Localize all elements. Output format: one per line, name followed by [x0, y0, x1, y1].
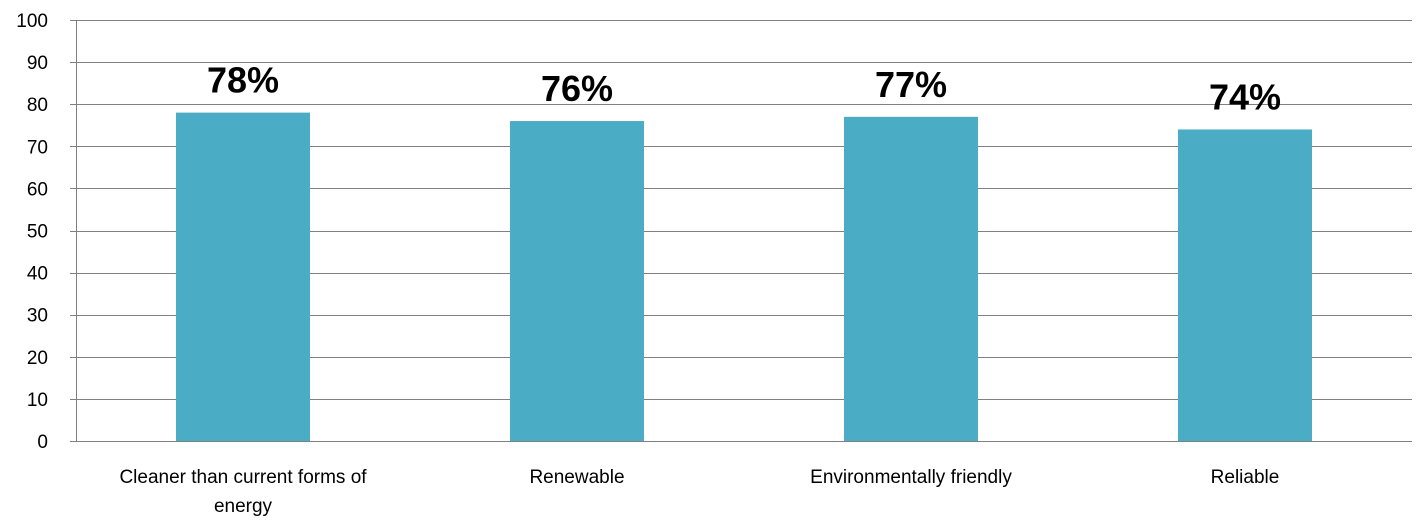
- bars: [176, 112, 1312, 442]
- y-tick-label: 30: [27, 306, 48, 327]
- category-label: Environmentally friendly: [810, 467, 1012, 488]
- category-label: Cleaner than current forms of: [119, 467, 367, 488]
- category-label: energy: [214, 496, 273, 517]
- y-tick-label: 90: [27, 53, 48, 74]
- y-tick-label: 0: [37, 432, 48, 453]
- axes: [70, 20, 1412, 442]
- y-tick-label: 70: [27, 137, 48, 158]
- bar: [510, 121, 644, 441]
- y-tick-label: 50: [27, 222, 48, 243]
- category-label: Renewable: [529, 467, 624, 488]
- category-label: Reliable: [1211, 467, 1280, 488]
- bar: [176, 112, 310, 442]
- y-tick-label: 10: [27, 390, 48, 411]
- y-tick-label: 100: [16, 11, 48, 32]
- bar: [844, 116, 978, 441]
- data-label: 78%: [207, 60, 279, 101]
- data-label: 74%: [1209, 76, 1281, 117]
- bar: [1178, 129, 1312, 441]
- data-label: 76%: [541, 68, 613, 109]
- labels: 0 10 20 30 40 50 60 70 80 90 100 78% Cleaner than cu…: [16, 11, 1281, 517]
- data-label: 77%: [875, 64, 947, 105]
- y-tick-label: 40: [27, 264, 48, 285]
- y-tick-label: 60: [27, 179, 48, 200]
- y-tick-label: 20: [27, 348, 48, 369]
- y-tick-label: 80: [27, 95, 48, 116]
